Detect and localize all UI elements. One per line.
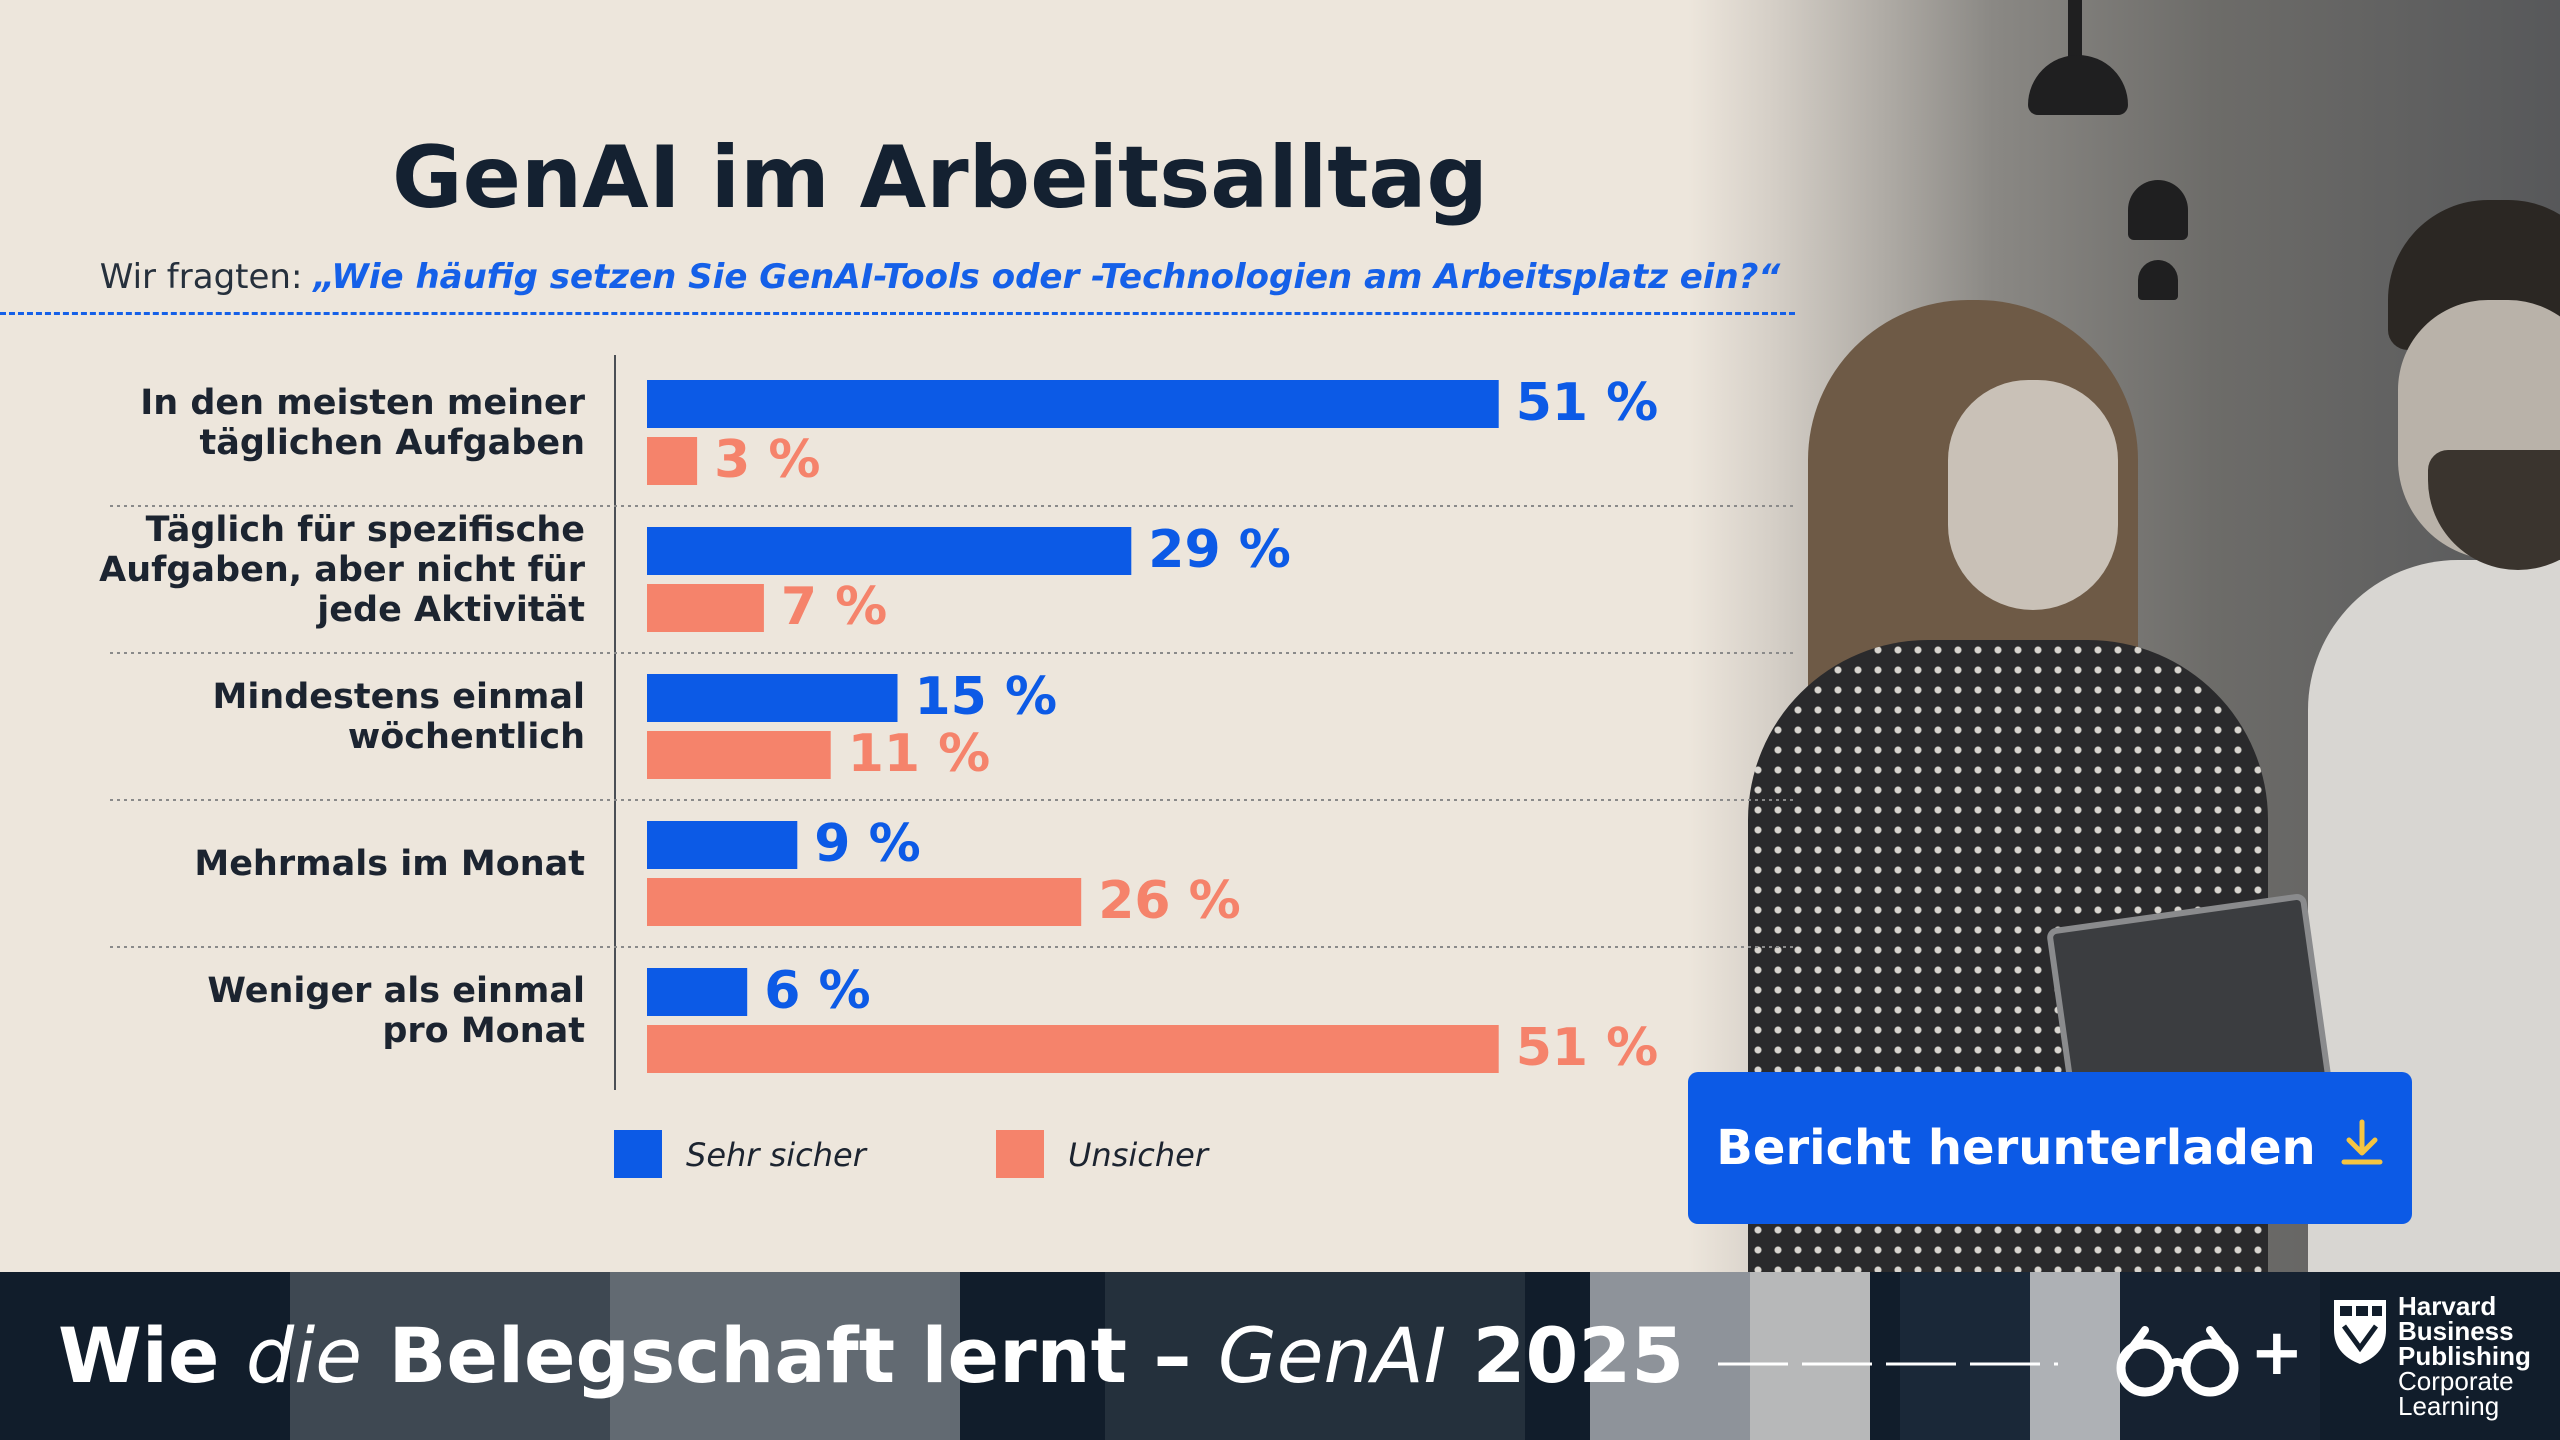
download-report-button[interactable]: Bericht herunterladen [1688,1072,2412,1224]
legend-swatch [996,1130,1044,1178]
footer-bar: Wie die Belegschaft lernt – GenAI 2025 [0,1272,2560,1440]
pendant-lamp [2068,0,2082,60]
category-label: In den meisten meiner täglichen Aufgaben [140,383,585,463]
data-label: 26 % [1098,871,1241,931]
bar-sehr-sicher [647,380,1499,428]
pendant-lamp [2128,180,2188,240]
brand-line: Learning [2398,1391,2500,1421]
bar-sehr-sicher [647,968,748,1016]
data-label: 6 % [764,961,870,1021]
hbp-logo-text: Harvard Business Publishing Corporate Le… [2398,1291,2531,1421]
subtitle-prefix: Wir fragten: [99,257,314,297]
brand-line: Business [2398,1316,2514,1346]
brand-line: Corporate [2398,1366,2514,1396]
category-label-line: Aufgaben, aber nicht für [99,550,586,590]
person-woman-face [1948,380,2118,610]
data-label: 3 % [714,430,820,490]
category-label: Mehrmals im Monat [194,844,585,884]
chart-subtitle: Wir fragten: „Wie häufig setzen Sie GenA… [0,257,1880,297]
bar-unsicher [647,1025,1499,1073]
legend-swatch [614,1130,662,1178]
pendant-lamp [2028,55,2128,115]
category-label: Täglich für spezifische Aufgaben, aber ni… [99,510,586,630]
footer-title-part: Belegschaft lernt – [362,1311,1218,1400]
footer-block [1750,1272,1870,1440]
download-arrow-icon [2340,1118,2384,1178]
data-label: 9 % [814,814,920,874]
bar-chart: In den meisten meiner täglichen Aufgaben 5… [99,355,1795,1178]
bar-sehr-sicher [647,821,798,869]
bar-unsicher [647,437,698,485]
footer-block [1900,1272,2030,1440]
data-label: 7 % [781,577,887,637]
data-label: 51 % [1516,1018,1659,1078]
footer-title-italic: die [245,1311,363,1400]
legend-label: Sehr sicher [686,1136,868,1174]
footer-block [1105,1272,1525,1440]
data-label: 11 % [848,724,991,784]
legend-label: Unsicher [1068,1136,1210,1174]
category-label: Mindestens einmal wöchentlich [212,677,585,757]
bar-unsicher [647,878,1082,926]
harvard-shield-icon [2330,1296,2390,1370]
footer-block [610,1272,960,1440]
data-label: 29 % [1148,520,1291,580]
category-label-line: wöchentlich [348,717,585,757]
title-divider [0,312,1795,315]
person-man-beard [2428,450,2560,570]
bar-sehr-sicher [647,527,1132,575]
category-label: Weniger als einmal pro Monat [207,971,585,1051]
footer-title: Wie die Belegschaft lernt – GenAI 2025 [58,1272,1684,1440]
footer-title-part: 2025 [1446,1311,1685,1400]
category-label-line: pro Monat [382,1011,585,1051]
footer-block [1590,1272,1750,1440]
brand-line: Harvard [2398,1291,2497,1321]
download-report-label: Bericht herunterladen [1716,1120,2316,1176]
bar-unsicher [647,731,831,779]
survey-question: „Wie häufig setzen Sie GenAI-Tools oder … [313,257,1781,297]
footer-title-italic: GenAI [1217,1311,1447,1400]
footer-block [290,1272,610,1440]
footer-title-part: Wie [58,1311,246,1400]
plus-sign: + [2250,1316,2304,1390]
category-label-line: Täglich für spezifische [146,510,585,550]
category-label-line: Mindestens einmal [212,677,585,717]
chart-title: GenAI im Arbeitsalltag [392,128,1488,228]
category-label-line: Weniger als einmal [207,971,585,1011]
bar-sehr-sicher [647,674,898,722]
footer-dash-line [1718,1362,2058,1366]
brand-line: Publishing [2398,1341,2531,1371]
category-label-line: In den meisten meiner [140,383,585,423]
footer-block [2030,1272,2120,1440]
bar-unsicher [647,584,764,632]
footer-block [2120,1272,2320,1440]
pendant-lamp [2138,260,2178,300]
data-label: 51 % [1516,373,1659,433]
data-label: 15 % [915,667,1058,727]
category-label-line: Mehrmals im Monat [194,844,585,884]
glasses-logo-icon [2115,1320,2240,1404]
category-label-line: täglichen Aufgaben [199,423,585,463]
category-label-line: jede Aktivität [315,590,585,630]
